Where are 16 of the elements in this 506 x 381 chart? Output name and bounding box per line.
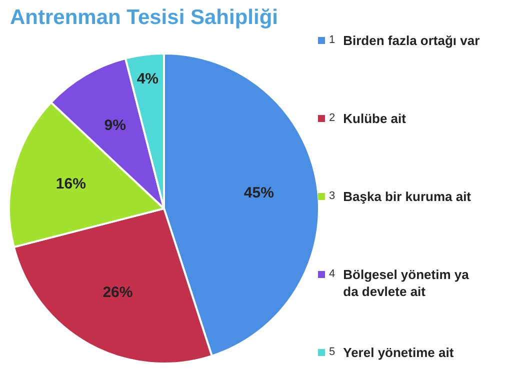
legend-label: Başka bir kuruma ait [343,188,472,205]
legend-label: Yerel yönetime ait [343,344,455,361]
legend-label: Kulübe ait [343,110,407,127]
legend-label: Birden fazla ortağı var [343,32,481,49]
data-label: 45% [244,184,274,202]
legend-label: Bölgesel yönetim ya da devlete ait [343,266,470,300]
text: 2 [329,111,336,126]
text: 4 [329,267,336,282]
text: 1 [329,33,336,48]
text: 3 [329,189,336,204]
text: 5 [329,345,336,360]
data-label: 9% [104,116,126,134]
data-label: 16% [56,176,86,193]
data-label: 26% [102,284,133,301]
chart-title: Antrenman Tesisi Sahipliği [10,6,278,30]
data-label: 4% [136,70,159,88]
